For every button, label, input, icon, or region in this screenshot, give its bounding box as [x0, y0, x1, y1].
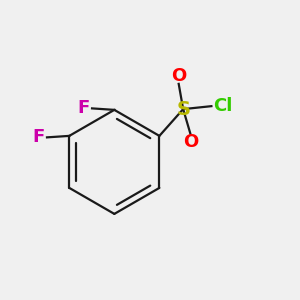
Text: Cl: Cl — [213, 97, 232, 115]
Text: S: S — [176, 100, 190, 118]
Text: F: F — [32, 128, 45, 146]
Text: O: O — [171, 68, 186, 85]
Text: O: O — [183, 133, 198, 151]
Text: F: F — [77, 99, 90, 117]
